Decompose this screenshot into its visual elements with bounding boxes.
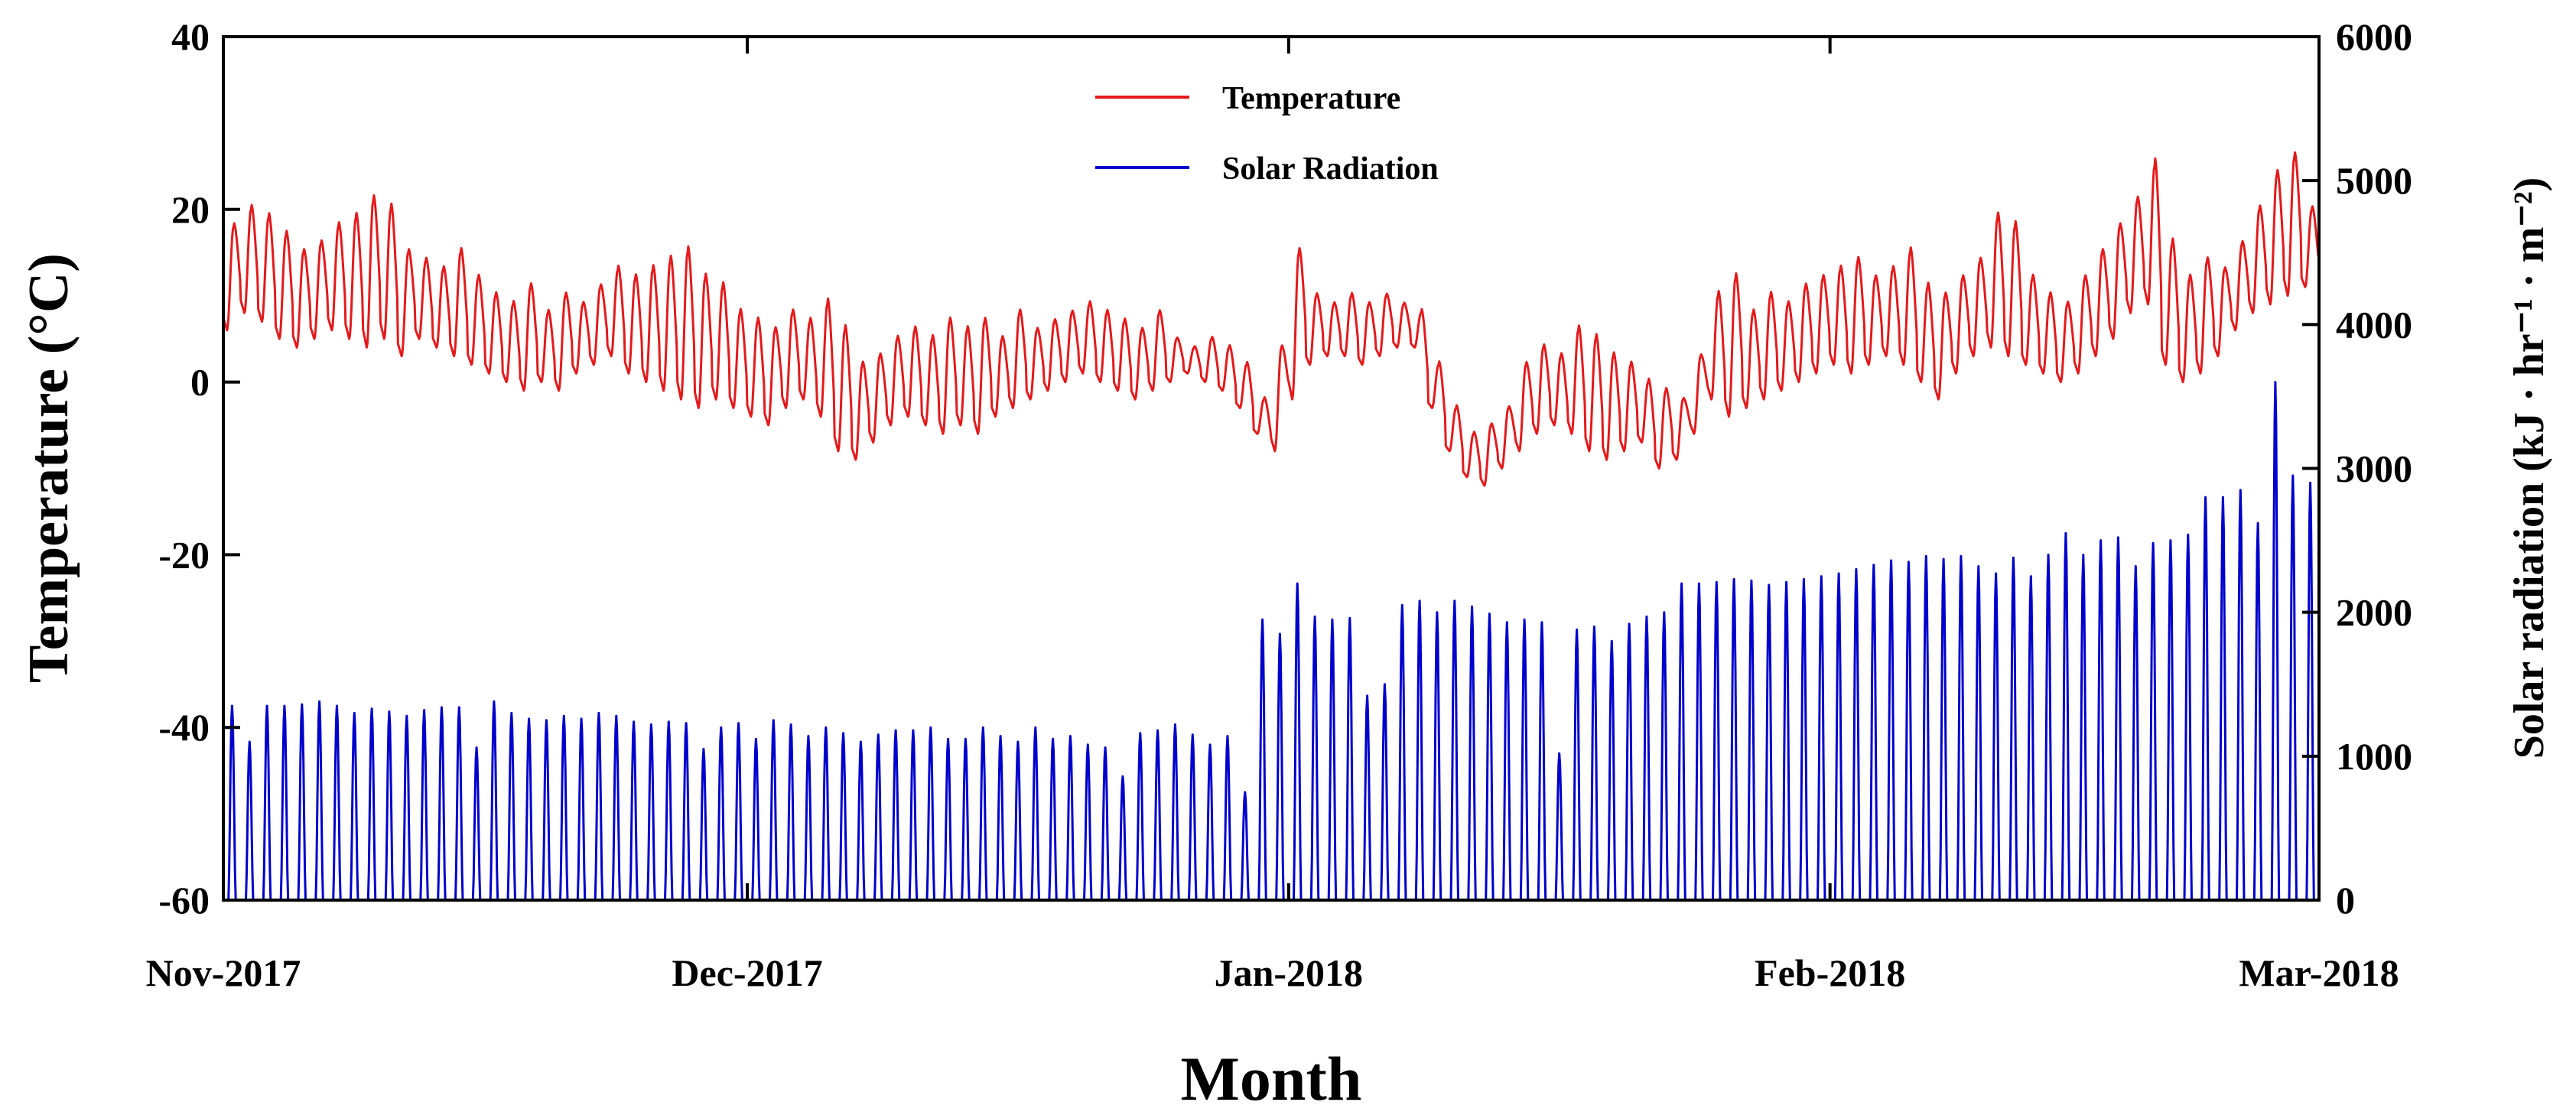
x-tick-label: Feb-2018: [1755, 951, 1905, 994]
y-left-tick-label: -20: [158, 533, 210, 576]
y-right-tick-label: 3000: [2336, 447, 2412, 490]
x-tick-label: Jan-2018: [1215, 951, 1363, 994]
y-right-tick-label: 5000: [2336, 159, 2412, 202]
axis-layer: 40 20 0 -20 -40 -60 6000 5000 4000 3000 2000 1000 0 N…: [146, 15, 2412, 994]
y-right-tick-label: 6000: [2336, 15, 2412, 58]
x-tick-label: Mar-2018: [2239, 951, 2399, 994]
legend-label-solar-radiation: Solar Radiation: [1222, 151, 1439, 187]
series-layer: [222, 151, 2320, 902]
y-right-tick-label: 0: [2336, 879, 2355, 922]
legend: Temperature Solar Radiation: [1095, 81, 1439, 187]
y-right-tick-label: 4000: [2336, 303, 2412, 346]
x-tick-label: Dec-2017: [672, 951, 822, 994]
series-line-solar-radiation: [223, 381, 2320, 902]
y-left-tick-label: -40: [158, 706, 210, 749]
x-axis-title: Month: [1181, 1044, 1362, 1113]
legend-label-temperature: Temperature: [1222, 81, 1400, 116]
y-left-tick-label: 0: [190, 361, 210, 404]
x-tick-label: Nov-2017: [146, 951, 301, 994]
y-axis-left-title: Temperature (°C): [18, 253, 80, 683]
y-axis-right-title: Solar radiation (kJ · hr⁻¹ · m⁻²): [2506, 177, 2553, 759]
y-left-tick-label: -60: [158, 879, 210, 922]
y-left-tick-label: 20: [171, 188, 210, 231]
y-right-tick-label: 1000: [2336, 735, 2412, 778]
y-left-tick-label: 40: [171, 15, 210, 58]
series-line-temperature: [222, 151, 2320, 487]
y-right-tick-label: 2000: [2336, 591, 2412, 634]
